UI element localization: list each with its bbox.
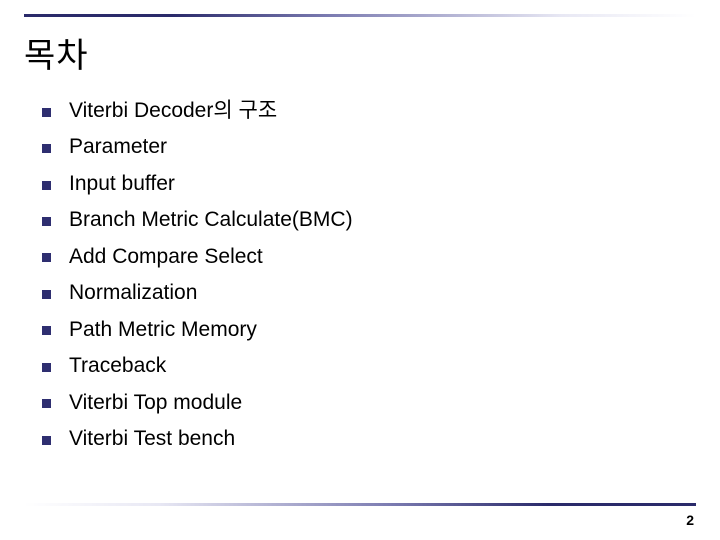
slide: 목차 Viterbi Decoder의 구조 Parameter Input b… bbox=[0, 0, 720, 540]
list-item: Viterbi Top module bbox=[42, 388, 680, 418]
list-item: Parameter bbox=[42, 132, 680, 162]
bottom-divider bbox=[24, 503, 696, 506]
bullet-icon bbox=[42, 399, 51, 408]
bullet-icon bbox=[42, 290, 51, 299]
list-item-label: Normalization bbox=[69, 278, 197, 308]
slide-title: 목차 bbox=[24, 28, 89, 77]
list-item: Add Compare Select bbox=[42, 242, 680, 272]
list-item-label: Path Metric Memory bbox=[69, 315, 257, 345]
list-item-label: Traceback bbox=[69, 351, 166, 381]
list-item-label: Viterbi Top module bbox=[69, 388, 242, 418]
bullet-icon bbox=[42, 326, 51, 335]
bullet-icon bbox=[42, 363, 51, 372]
bullet-icon bbox=[42, 253, 51, 262]
list-item-label: Add Compare Select bbox=[69, 242, 263, 272]
list-item-label: Viterbi Decoder의 구조 bbox=[69, 96, 277, 126]
list-item: Traceback bbox=[42, 351, 680, 381]
list-item: Viterbi Test bench bbox=[42, 424, 680, 454]
top-divider bbox=[24, 14, 696, 17]
bullet-icon bbox=[42, 217, 51, 226]
list-item-label: Parameter bbox=[69, 132, 167, 162]
list-item: Path Metric Memory bbox=[42, 315, 680, 345]
list-item: Branch Metric Calculate(BMC) bbox=[42, 205, 680, 235]
page-number: 2 bbox=[686, 512, 694, 528]
list-item-label: Viterbi Test bench bbox=[69, 424, 235, 454]
toc-list: Viterbi Decoder의 구조 Parameter Input buff… bbox=[42, 96, 680, 460]
list-item-label: Branch Metric Calculate(BMC) bbox=[69, 205, 353, 235]
list-item-label: Input buffer bbox=[69, 169, 175, 199]
bullet-icon bbox=[42, 144, 51, 153]
list-item: Normalization bbox=[42, 278, 680, 308]
bullet-icon bbox=[42, 108, 51, 117]
list-item: Input buffer bbox=[42, 169, 680, 199]
list-item: Viterbi Decoder의 구조 bbox=[42, 96, 680, 126]
bullet-icon bbox=[42, 181, 51, 190]
bullet-icon bbox=[42, 436, 51, 445]
